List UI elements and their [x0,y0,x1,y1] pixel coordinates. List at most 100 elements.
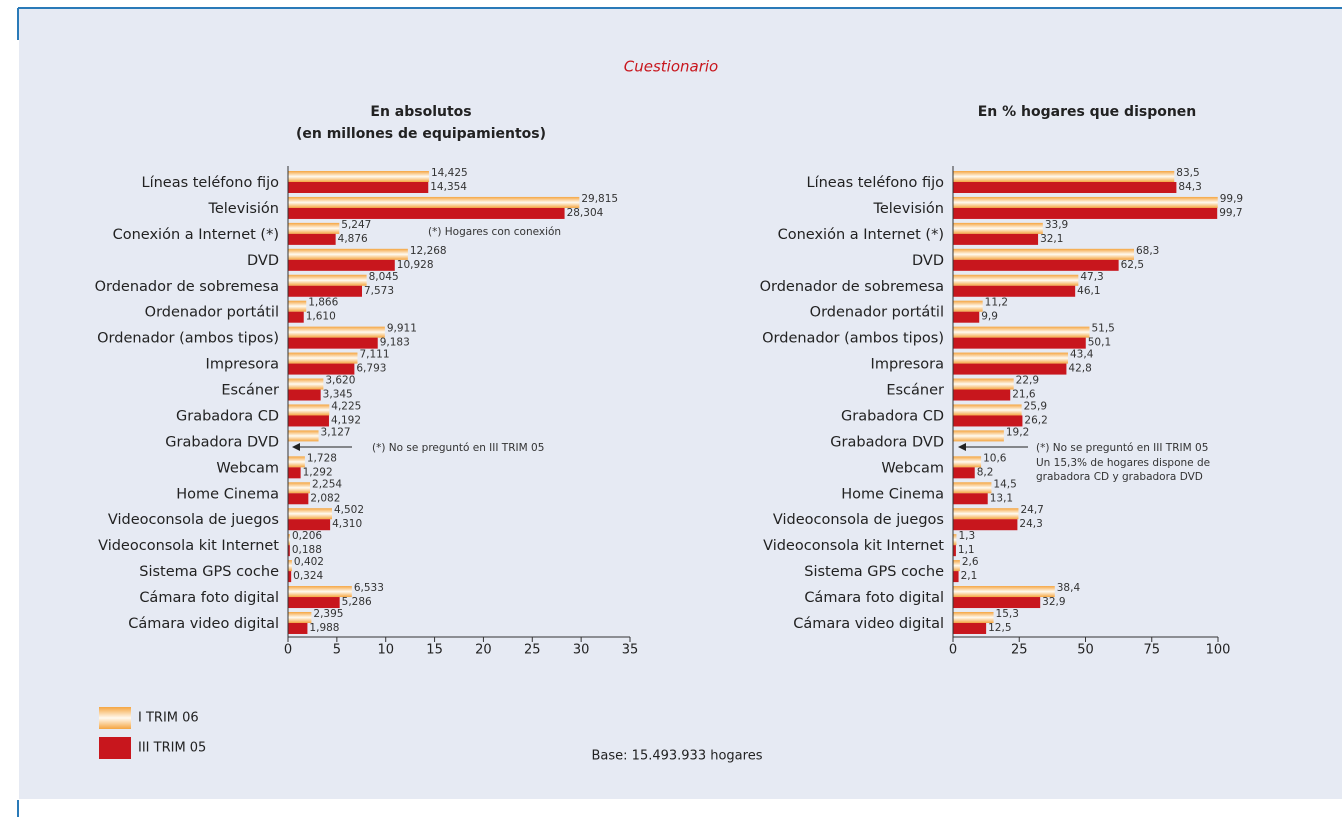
bar [953,534,957,546]
value-label: 24,3 [1019,518,1042,530]
value-label: 84,3 [1178,181,1201,193]
value-label: 68,3 [1136,245,1159,257]
bar [288,534,291,546]
value-label: 11,2 [985,297,1008,309]
value-label: 21,6 [1012,389,1036,401]
bar [953,597,1041,609]
value-label: 1,610 [306,311,336,323]
category-label: Videoconsola kit Internet [98,538,279,554]
x-tick-label: 25 [524,643,541,658]
category-label: Cámara foto digital [139,590,279,606]
category-label: Sistema GPS coche [804,564,944,580]
value-label: 5,286 [342,596,372,608]
value-label: 1,1 [958,544,975,556]
bar [953,493,988,505]
bar [953,352,1069,364]
category-label: Webcam [216,460,279,476]
category-label: Ordenador de sobremesa [760,279,944,295]
x-tick-label: 35 [622,643,639,658]
bar [953,430,1004,442]
annotation: (*) Hogares con conexión [428,226,561,238]
arrowhead [958,443,966,451]
value-label: 8,045 [369,271,399,283]
x-tick-label: 10 [377,643,394,658]
bar [288,611,312,623]
footnote: Base: 15.493.933 hogares [592,749,763,764]
bar [288,300,307,312]
category-label: Grabadora DVD [165,434,279,450]
category-label: DVD [247,253,279,269]
bar [953,248,1134,260]
bar [953,560,960,572]
bar [953,326,1090,338]
annotation: Un 15,3% de hogares dispone de [1036,457,1210,469]
category-label: Televisión [872,201,944,217]
category-label: Grabadora CD [841,408,944,424]
x-tick-label: 20 [475,643,492,658]
value-label: 2,254 [312,478,342,490]
value-label: 13,1 [990,492,1013,504]
annotation: (*) No se preguntó en III TRIM 05 [1036,442,1208,454]
value-label: 3,345 [323,389,353,401]
x-tick-label: 15 [426,643,443,658]
x-tick-label: 25 [1011,643,1028,658]
value-label: 1,988 [309,622,339,634]
value-label: 4,310 [332,518,362,530]
chart-subtitle: (en millones de equipamientos) [296,126,546,142]
bar [288,196,580,208]
bar [953,545,956,557]
bar [288,519,331,531]
value-label: 4,876 [338,233,368,245]
bar [953,389,1011,401]
value-label: 32,9 [1042,596,1065,608]
category-label: Cámara video digital [793,616,944,632]
value-label: 99,7 [1219,207,1242,219]
bar [953,508,1019,520]
x-tick-label: 75 [1143,643,1160,658]
value-label: 1,292 [303,466,333,478]
bar [288,430,319,442]
bar [953,519,1018,531]
value-label: 7,573 [364,285,394,297]
bar [288,482,311,494]
chart-title: En % hogares que disponen [978,104,1197,120]
header: Cuestionario [624,58,718,76]
bar [288,311,304,323]
value-label: 62,5 [1121,259,1144,271]
value-label: 47,3 [1080,271,1103,283]
value-label: 43,4 [1070,349,1094,361]
category-label: Conexión a Internet (*) [113,227,279,243]
category-label: Cámara video digital [128,616,279,632]
bar [288,597,340,609]
value-label: 9,183 [380,337,410,349]
x-tick-label: 100 [1206,643,1231,658]
bar [953,482,992,494]
value-label: 42,8 [1068,363,1091,375]
bar [953,467,975,479]
bar [288,508,332,520]
category-label: Grabadora CD [176,408,279,424]
category-label: Ordenador portátil [145,305,279,321]
arrowhead [292,443,300,451]
value-label: 29,815 [581,193,618,205]
bar [953,404,1022,416]
bar [288,207,565,219]
bar [288,415,329,427]
chart-title: En absolutos [370,104,471,120]
x-tick-label: 0 [949,643,957,658]
bar [953,456,982,468]
value-label: 7,111 [359,349,389,361]
bar [288,571,292,583]
category-label: Impresora [871,357,944,373]
bar [953,207,1218,219]
x-tick-label: 50 [1077,643,1094,658]
bar [953,622,987,634]
annotation: grabadora CD y grabadora DVD [1036,471,1203,483]
bar [288,222,340,234]
bar [953,182,1177,193]
bar [288,404,330,416]
category-label: Ordenador portátil [810,305,944,321]
value-label: 0,206 [292,530,322,542]
category-label: Home Cinema [841,486,944,502]
